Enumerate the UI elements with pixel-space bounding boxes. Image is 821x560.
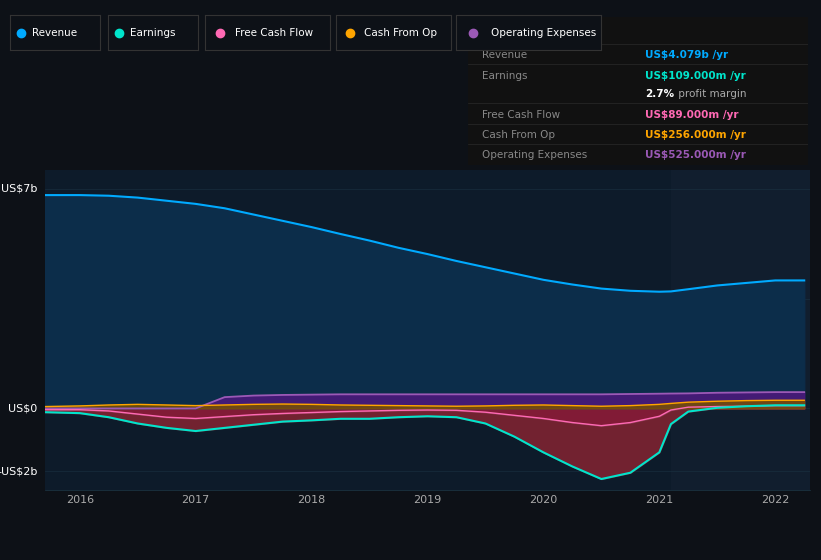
Bar bbox=[671, 170, 810, 490]
Text: US$525.000m /yr: US$525.000m /yr bbox=[644, 150, 745, 160]
Text: Revenue: Revenue bbox=[482, 50, 527, 60]
Text: Free Cash Flow: Free Cash Flow bbox=[482, 110, 560, 120]
Text: Mar 31 2022: Mar 31 2022 bbox=[482, 28, 564, 41]
Text: Earnings: Earnings bbox=[130, 27, 175, 38]
Text: Free Cash Flow: Free Cash Flow bbox=[235, 27, 313, 38]
Text: US$89.000m /yr: US$89.000m /yr bbox=[644, 110, 738, 120]
Text: 2.7%: 2.7% bbox=[644, 89, 674, 99]
Text: US$0: US$0 bbox=[8, 403, 37, 413]
Text: Operating Expenses: Operating Expenses bbox=[482, 150, 587, 160]
Text: Earnings: Earnings bbox=[482, 71, 527, 81]
Text: Cash From Op: Cash From Op bbox=[364, 27, 437, 38]
Text: -US$2b: -US$2b bbox=[0, 466, 37, 476]
Text: Revenue: Revenue bbox=[31, 27, 76, 38]
Text: Cash From Op: Cash From Op bbox=[482, 130, 555, 141]
Text: profit margin: profit margin bbox=[676, 89, 747, 99]
Text: US$7b: US$7b bbox=[1, 184, 37, 194]
Text: US$256.000m /yr: US$256.000m /yr bbox=[644, 130, 745, 141]
Text: US$109.000m /yr: US$109.000m /yr bbox=[644, 71, 745, 81]
Text: Operating Expenses: Operating Expenses bbox=[491, 27, 596, 38]
Text: US$4.079b /yr: US$4.079b /yr bbox=[644, 50, 728, 60]
